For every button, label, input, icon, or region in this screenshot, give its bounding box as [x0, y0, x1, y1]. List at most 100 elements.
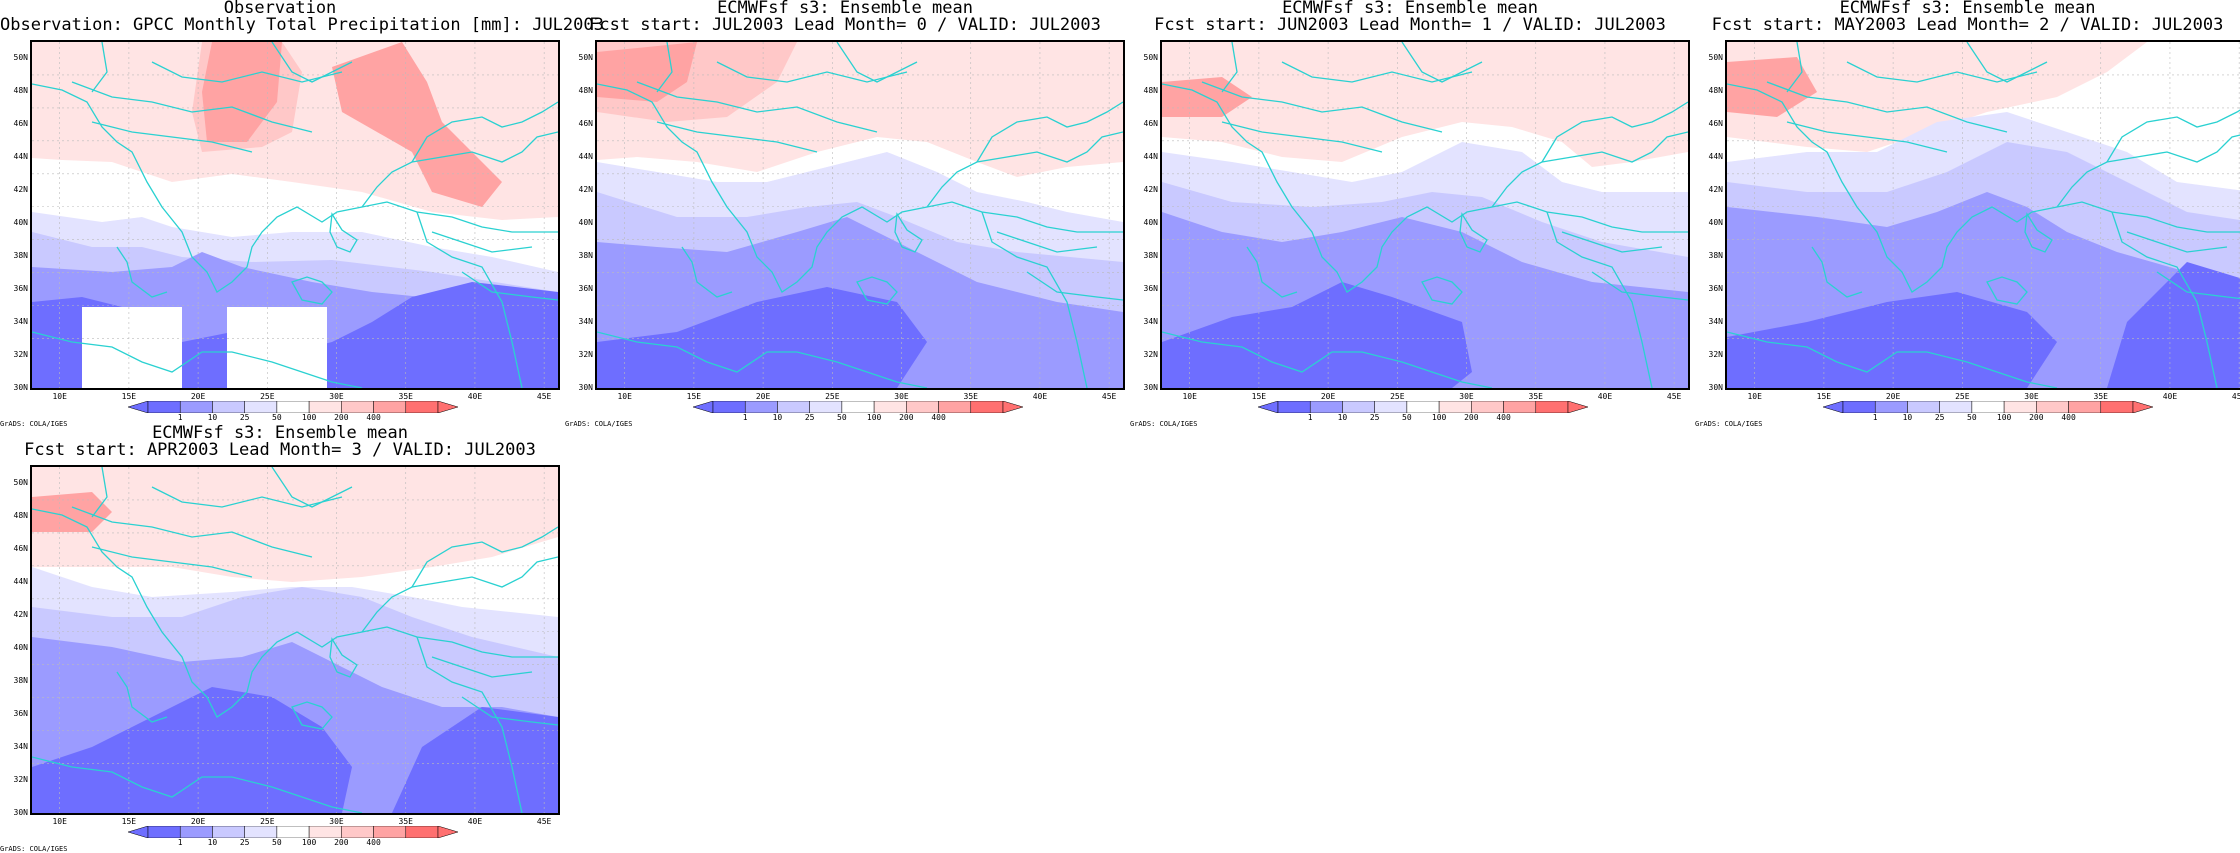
panel-subtitle: Fcst start: APR2003 Lead Month= 3 / VALI… [24, 440, 536, 460]
lat-tick-label: 40N [13, 643, 28, 653]
colorbar [128, 826, 458, 838]
colorbar-segment [341, 401, 374, 413]
coastline [291, 276, 333, 305]
colorbar [128, 401, 458, 413]
lat-tick-label: 30N [13, 383, 28, 392]
panel-title: ECMWFsf s3: Ensemble mean [1839, 0, 2096, 18]
lat-tick-label: 44N [1143, 152, 1158, 162]
colorbar-label: 10 [1902, 413, 1913, 422]
colorbar-label: 1 [177, 838, 183, 847]
coastline [656, 121, 818, 153]
colorbar-segment [1907, 401, 1940, 413]
panel-lead-0: ECMWFsf s3: Ensemble mean Fcst start: JU… [565, 0, 1125, 428]
colorbar-min-arrow [128, 401, 149, 413]
coastline [91, 121, 253, 153]
lon-tick-label: 10E [617, 392, 632, 401]
colorbar-label: 50 [1402, 413, 1412, 422]
precipitation-map [30, 465, 560, 815]
lon-tick-label: 40E [467, 392, 483, 401]
lat-tick-label: 42N [578, 185, 593, 195]
precip-band [32, 467, 558, 582]
colorbar-segment [179, 401, 213, 413]
colorbar-segment [147, 401, 181, 413]
colorbar-max-arrow [1002, 401, 1023, 413]
coastline [1162, 331, 1493, 388]
lat-tick-label: 36N [13, 709, 28, 719]
colorbar-segment [1939, 401, 1973, 413]
coastline [1491, 131, 1688, 208]
lon-tick-label: 35E [398, 817, 413, 826]
grads-credit: GrADS: COLA/IGES [565, 420, 633, 428]
coastline [636, 81, 878, 133]
lat-tick-label: 38N [13, 251, 28, 261]
colorbar-segment [2068, 401, 2102, 413]
coastline [681, 246, 733, 298]
coastline [329, 212, 358, 253]
lat-tick-label: 30N [13, 808, 28, 817]
lat-tick-label: 42N [1143, 185, 1158, 195]
colorbar-segment [147, 826, 181, 838]
lat-tick-label: 36N [13, 284, 28, 294]
coastline [2056, 134, 2240, 208]
colorbar-segment [308, 826, 342, 838]
lat-tick-label: 34N [13, 742, 28, 752]
colorbar-segment [938, 401, 972, 413]
grads-credit: GrADS: COLA/IGES [0, 420, 68, 428]
coastline [329, 637, 358, 678]
lon-tick-label: 25E [825, 392, 840, 401]
precip-band [202, 42, 282, 142]
lon-tick-label: 25E [1955, 392, 1970, 401]
coastline [1162, 83, 1688, 293]
lat-tick-label: 42N [13, 185, 28, 195]
colorbar-segment [1471, 401, 1504, 413]
lat-tick-label: 32N [1143, 350, 1158, 360]
coastline [1966, 42, 2048, 83]
coastline [1201, 81, 1443, 133]
panel-subtitle: Fcst start: JUN2003 Lead Month= 1 / VALI… [1154, 15, 1666, 35]
lat-tick-label: 44N [13, 577, 28, 587]
coastline [2024, 212, 2053, 253]
colorbar-label: 1 [1307, 413, 1313, 422]
precip-band [32, 687, 352, 813]
colorbar-segment [970, 401, 1004, 413]
lon-tick-label: 20E [755, 392, 771, 401]
lon-tick-label: 30E [329, 817, 344, 826]
coastline [431, 656, 533, 678]
precip-band [597, 42, 697, 102]
coastline [1786, 42, 1803, 93]
lon-tick-label: 45E [1101, 392, 1117, 401]
coastline [597, 83, 1123, 293]
lon-tick-label: 20E [1885, 392, 1901, 401]
colorbar-label: 200 [334, 413, 349, 422]
colorbar-segment [244, 401, 278, 413]
precip-band [2107, 262, 2240, 388]
colorbar-label: 400 [366, 413, 381, 422]
coastline [71, 81, 313, 133]
lat-tick-label: 46N [578, 119, 593, 129]
lon-tick-label: 40E [467, 817, 483, 826]
lon-tick-label: 45E [536, 392, 552, 401]
coastline [291, 701, 333, 730]
lat-tick-label: 30N [1143, 383, 1158, 392]
coastline [32, 756, 363, 813]
lon-tick-label: 15E [686, 392, 702, 401]
lon-tick-label: 25E [260, 817, 275, 826]
colorbar-segment [212, 826, 245, 838]
map-canvas [1162, 42, 1688, 388]
colorbar-segment [341, 826, 374, 838]
coastline [2111, 211, 2218, 388]
colorbar-segment [777, 401, 810, 413]
colorbar-segment [1342, 401, 1375, 413]
lon-tick-label: 20E [190, 817, 206, 826]
coastline [1541, 101, 1688, 163]
colorbar-label: 1 [177, 413, 183, 422]
coastline [32, 508, 558, 718]
colorbar-segment [1842, 401, 1876, 413]
colorbar-label: 50 [1967, 413, 1977, 422]
lon-tick-label: 40E [1032, 392, 1048, 401]
coastline [271, 42, 353, 83]
coastline [91, 546, 253, 578]
lat-tick-label: 50N [13, 53, 28, 63]
panel-observation: Observation Observation: GPCC Monthly To… [0, 0, 604, 428]
coastline [2126, 231, 2228, 253]
